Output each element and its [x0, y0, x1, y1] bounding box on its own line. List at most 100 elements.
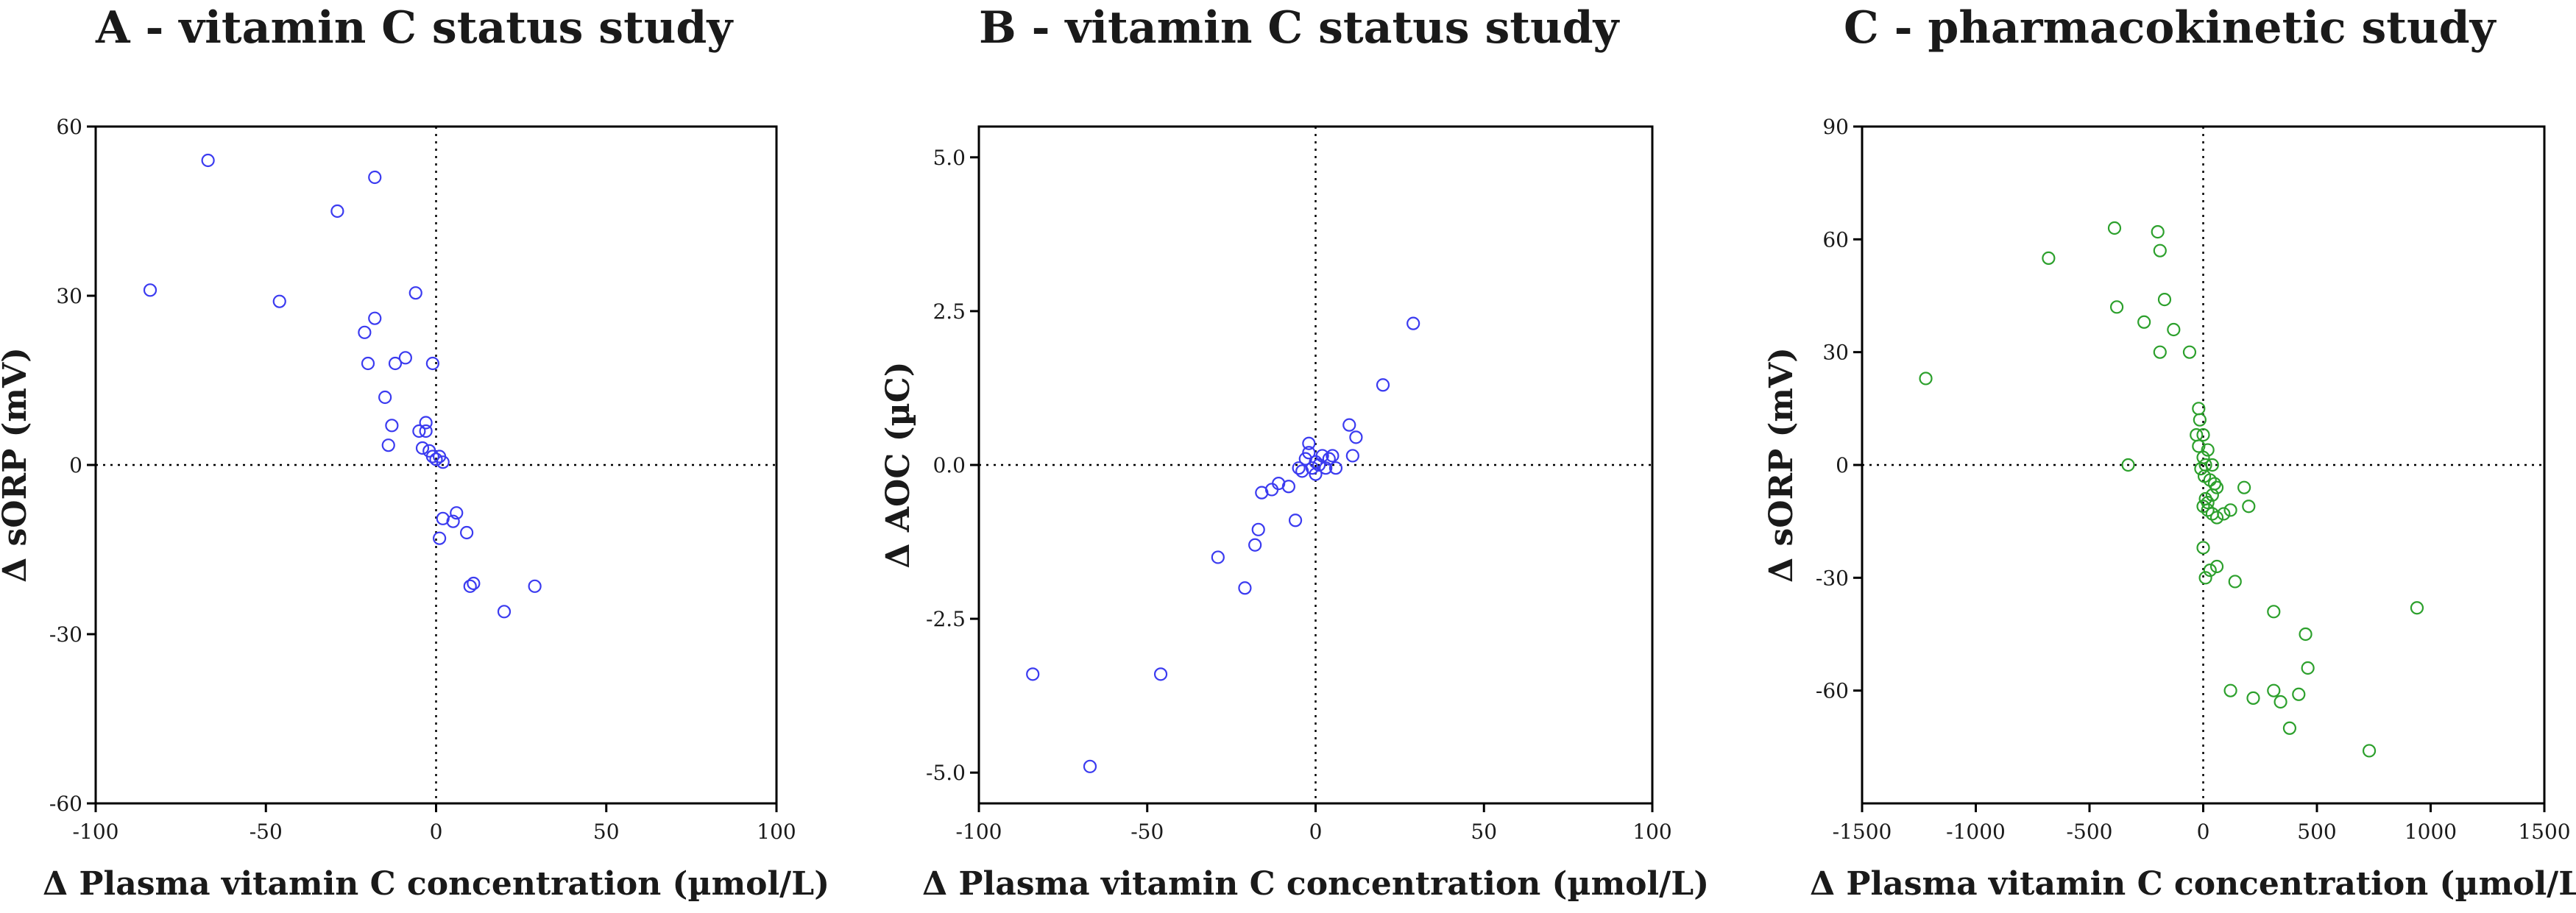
chart-0-x-tick-label: 100 [757, 820, 796, 844]
chart-0-data-point [463, 579, 477, 593]
chart-0-y-axis-label: Δ sORP (mV) [0, 347, 34, 583]
chart-0-data-point [446, 514, 460, 528]
chart-2-data-point [2151, 225, 2165, 239]
chart-0-data-point [528, 579, 542, 593]
chart-0-data-point [425, 450, 439, 463]
chart-0-data-point [368, 170, 382, 185]
chart-2-data-point [2301, 661, 2315, 675]
chart-2-data-point [2192, 439, 2206, 453]
chart-2-y-tick-label: 60 [1822, 227, 1849, 252]
chart-1-y-tick-label: 2.5 [933, 299, 966, 324]
chart-0-data-point [408, 286, 422, 300]
chart-0-data-point [415, 441, 430, 455]
chart-2-x-tick-label: 0 [2197, 820, 2210, 844]
chart-1-data-point [1315, 449, 1329, 463]
chart-1-x-axis-label: Δ Plasma vitamin C concentration (µmol/L… [922, 865, 1709, 903]
chart-2-y-tick-label: 90 [1822, 115, 1849, 139]
chart-1-data-point [1328, 461, 1343, 475]
chart-2-data-point [1919, 372, 1933, 386]
chart-2-x-tick-label: -1000 [1946, 820, 2006, 844]
chart-1-data-point [1319, 461, 1333, 475]
chart-1-x-tick-label: -50 [1130, 820, 1164, 844]
chart-0-data-point [361, 356, 375, 371]
chart-0-x-tick-label: 0 [430, 820, 443, 844]
chart-0-x-tick-label: 50 [593, 820, 620, 844]
chart-0-data-point [436, 455, 450, 469]
chart-2-data-point [2209, 480, 2224, 494]
chart-2-data-point [2274, 694, 2287, 709]
chart-2-data-point [2137, 315, 2151, 329]
chart-1-data-point [1349, 430, 1363, 444]
chart-0-data-point [388, 356, 403, 371]
chart-2-data-point [2267, 605, 2281, 619]
chart-1-data-point [1211, 550, 1225, 564]
chart-2-data-point [2196, 500, 2210, 514]
chart-1-data-point [1376, 378, 1390, 392]
chart-0-x-tick-label: -50 [250, 820, 283, 844]
chart-1-y-tick-label: 5.0 [933, 146, 966, 170]
chart-0-data-point [398, 351, 412, 365]
chart-2-data-point [2299, 627, 2313, 642]
chart-0-data-point [143, 283, 158, 297]
chart-2-data-point [2196, 541, 2210, 555]
chart-2-x-axis-label: Δ Plasma vitamin C concentration (µmol/L… [1810, 865, 2576, 903]
chart-0-data-point [450, 506, 464, 520]
chart-2-data-point [2242, 500, 2256, 514]
chart-0-y-tick-label: -30 [49, 622, 82, 647]
chart-2-y-tick-label: 30 [1822, 341, 1849, 365]
chart-1-x-tick-label: -100 [956, 820, 1002, 844]
chart-0-data-point [467, 576, 481, 591]
chart-0-data-point [460, 525, 474, 540]
chart-0-x-axis-label: Δ Plasma vitamin C concentration (µmol/L… [43, 865, 829, 903]
chart-1-y-tick-label: 0.0 [933, 453, 966, 477]
chart-0-data-point [429, 452, 443, 466]
chart-2-data-point [2267, 683, 2281, 697]
panel-a: A - vitamin C status study -100 -50 0 50 100 -… [0, 2, 829, 903]
chart-2-data-point [2246, 691, 2260, 705]
chart-0-data-point [433, 531, 447, 545]
chart-1-data-point [1342, 418, 1356, 432]
chart-0-data-point [201, 153, 215, 168]
chart-0-data-point [381, 438, 395, 452]
chart-2-y-tick-label: -60 [1816, 679, 1849, 703]
chart-0-data-point [330, 204, 344, 219]
chart-1-data-point [1302, 446, 1316, 460]
chart-2-y-tick-label: 0 [1836, 453, 1849, 477]
chart-0-data-point [425, 356, 439, 371]
chart-2-data-point [2205, 488, 2219, 502]
chart-2-data-point [2410, 601, 2424, 615]
chart-2-data-point [2217, 507, 2231, 521]
chart-0-data-point [358, 325, 372, 339]
chart-2-x-tick-label: -1500 [1833, 820, 1892, 844]
chart-1-data-point [1322, 452, 1336, 466]
chart-2-data-point [2201, 443, 2215, 457]
chart-2-data-point [2228, 575, 2242, 589]
chart-1-data-point [1292, 461, 1306, 475]
chart-2-data-point [2203, 473, 2217, 487]
chart-1-data-point [1326, 449, 1340, 463]
chart-1-data-point [1281, 480, 1296, 494]
chart-0-data-point [419, 424, 433, 438]
chart-2-data-point [2190, 428, 2204, 442]
chart-0-title: A - vitamin C status study [95, 2, 734, 54]
chart-2-y-axis-label: Δ sORP (mV) [1763, 347, 1800, 583]
chart-1-x-tick-label: 50 [1471, 820, 1497, 844]
chart-1-data-point [1153, 667, 1168, 681]
chart-2-data-point [2292, 687, 2306, 701]
chart-2-data-point [2209, 559, 2224, 574]
chart-1-data-point [1026, 667, 1040, 681]
chart-1-data-point [1083, 759, 1097, 773]
chart-2-data-point [2167, 322, 2181, 337]
chart-1-title: B - vitamin C status study [979, 2, 1621, 54]
chart-2-data-point [2157, 293, 2172, 307]
panel-c: C - pharmacokinetic study -1500 -1000 -500 0… [1763, 2, 2576, 903]
chart-2-data-point [2198, 571, 2212, 585]
chart-2-data-point [2182, 345, 2197, 359]
chart-2-data-point [2203, 564, 2217, 578]
chart-1-x-tick-label: 100 [1632, 820, 1671, 844]
chart-0-data-point [272, 294, 286, 308]
chart-1-x-tick-label: 0 [1309, 820, 1323, 844]
chart-2-data-point [2196, 428, 2210, 442]
